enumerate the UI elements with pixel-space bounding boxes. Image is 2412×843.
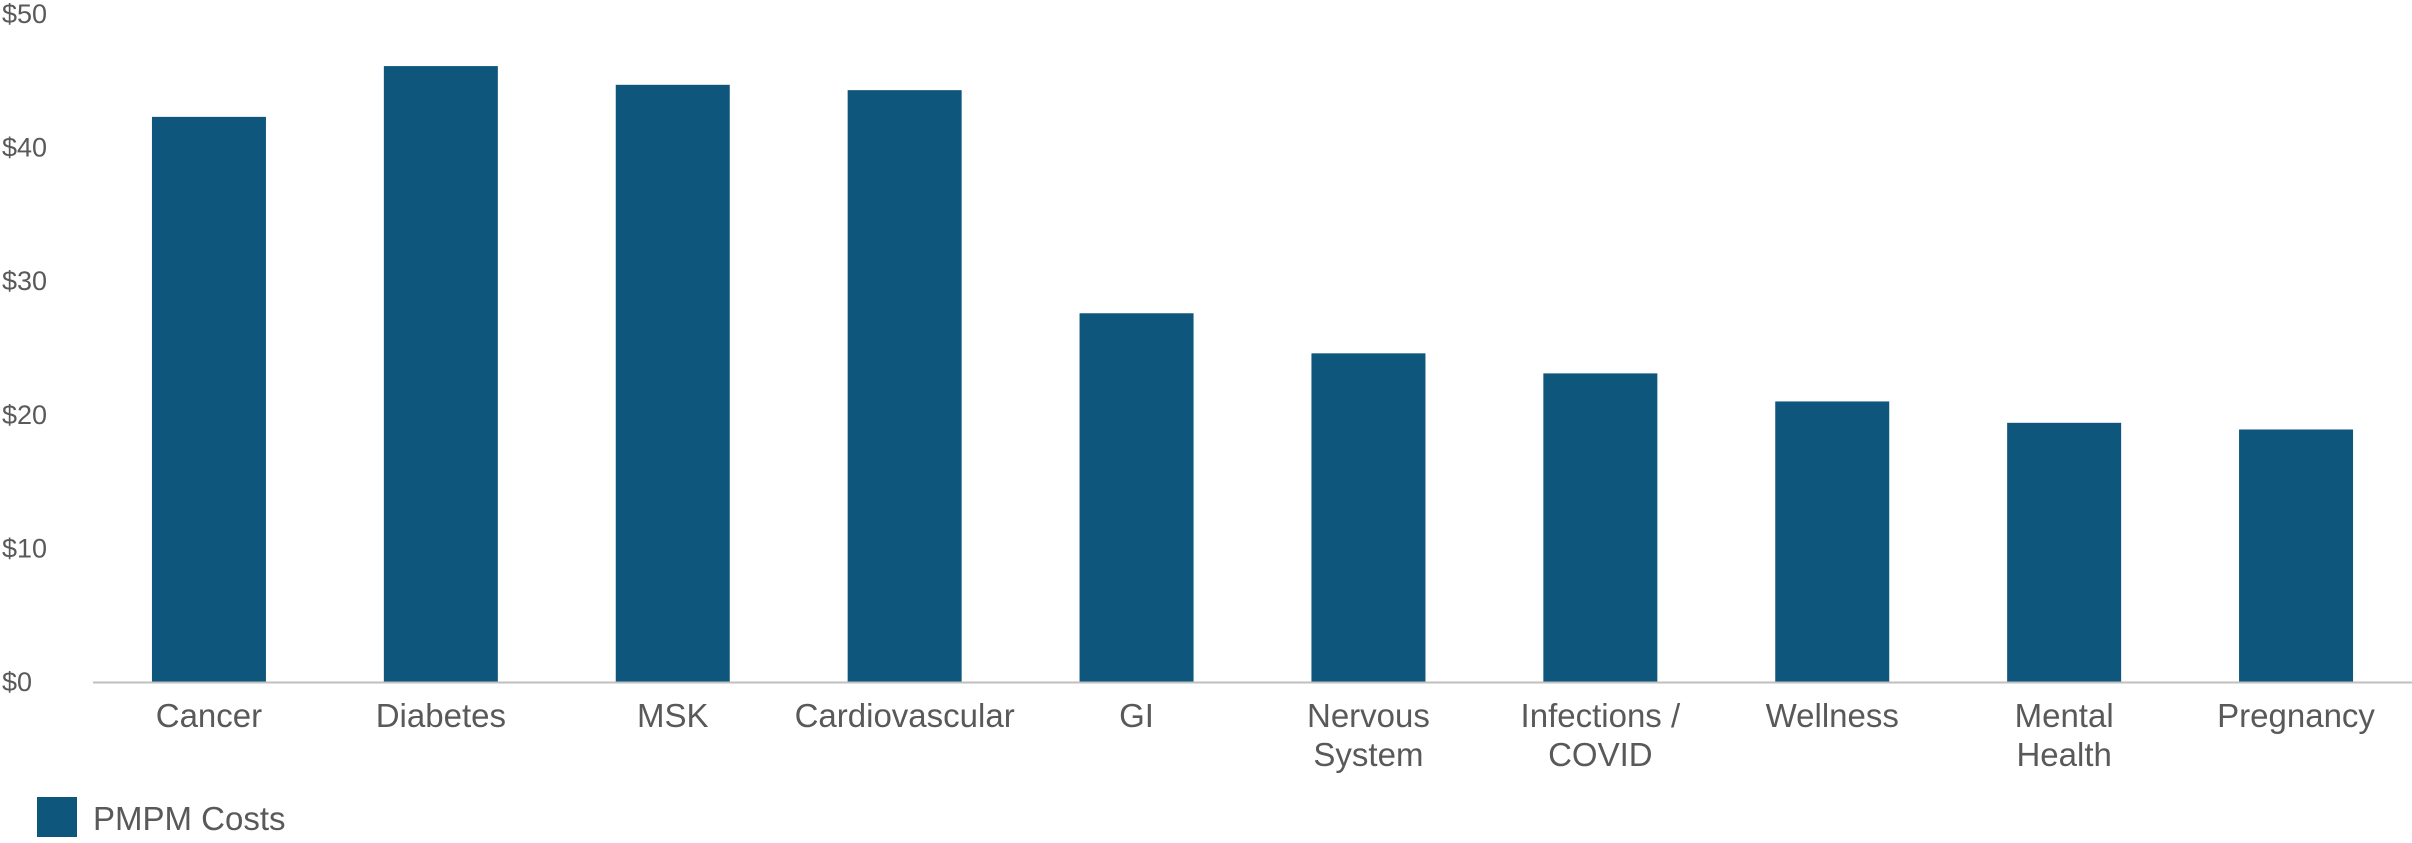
x-tick-label: Cardiovascular [795, 697, 1015, 734]
x-tick-label: Wellness [1766, 697, 1899, 734]
legend-swatch [37, 797, 77, 837]
bar [1775, 401, 1890, 682]
bar [383, 66, 498, 682]
y-tick-label: $10 [2, 533, 47, 563]
legend: PMPM Costs [37, 797, 286, 837]
y-tick-label: $20 [2, 400, 47, 430]
bar [2007, 422, 2122, 682]
x-tick-label: GI [1119, 697, 1154, 734]
bar [847, 90, 962, 683]
y-tick-label: $50 [2, 0, 47, 29]
bar [2239, 429, 2354, 682]
y-tick-label: $40 [2, 133, 47, 163]
bar [615, 84, 730, 683]
x-tick-label: Nervous System [1307, 697, 1430, 773]
x-tick-label: Diabetes [376, 697, 506, 734]
y-tick-label: $30 [2, 266, 47, 296]
x-tick-label: Pregnancy [2217, 697, 2375, 734]
bars [151, 66, 2354, 683]
x-tick-label: MSK [637, 697, 709, 734]
bar [151, 116, 266, 682]
legend-label: PMPM Costs [93, 800, 286, 837]
x-axis-category-labels: Cancer Diabetes MSK Cardiovascular GI Nervous… [156, 697, 2376, 773]
x-tick-label: Infections / COVID [1521, 697, 1681, 773]
x-tick-label: Mental Health [2015, 697, 2114, 773]
x-tick-label: Cancer [156, 697, 262, 734]
bar [1079, 313, 1194, 682]
bar [1311, 353, 1426, 682]
bar [1543, 373, 1658, 682]
y-axis-tick-labels: $0 $10 $20 $30 $40 $50 [2, 0, 47, 697]
y-tick-label: $0 [2, 667, 32, 697]
